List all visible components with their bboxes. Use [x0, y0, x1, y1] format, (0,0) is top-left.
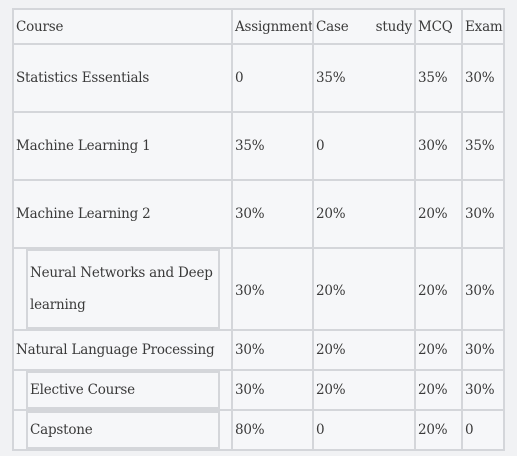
case-study-weight: 0	[312, 409, 416, 451]
header-exam: Exam	[461, 8, 505, 45]
course-name: Machine Learning 1	[12, 111, 233, 181]
assignment-weight: 30%	[231, 329, 314, 371]
header-course: Course	[12, 8, 233, 45]
assignment-weight: 30%	[231, 247, 314, 331]
table-row: Machine Learning 1 35% 0 30% 35%	[12, 111, 505, 181]
mcq-weight: 35%	[414, 43, 463, 113]
table-row: Capstone 80% 0 20% 0	[12, 409, 505, 451]
course-name: Capstone	[26, 412, 220, 448]
exam-weight: 0	[461, 409, 505, 451]
case-study-weight: 0	[312, 111, 416, 181]
course-cell-nested: Elective Course	[12, 369, 233, 411]
exam-weight: 30%	[461, 369, 505, 411]
course-cell-nested: Capstone	[12, 409, 233, 451]
table-row: Statistics Essentials 0 35% 35% 30%	[12, 43, 505, 113]
course-cell-nested: Neural Networks and Deep learning	[12, 247, 233, 331]
header-case-study: Case study	[312, 8, 416, 45]
exam-weight: 30%	[461, 247, 505, 331]
case-study-weight: 20%	[312, 329, 416, 371]
mcq-weight: 20%	[414, 247, 463, 331]
mcq-weight: 20%	[414, 329, 463, 371]
course-name: Statistics Essentials	[12, 43, 233, 113]
mcq-weight: 20%	[414, 179, 463, 249]
header-mcq: MCQ	[414, 8, 463, 45]
course-name: Natural Language Processing	[12, 329, 233, 371]
mcq-weight: 20%	[414, 369, 463, 411]
assignment-weight: 35%	[231, 111, 314, 181]
table-row: Neural Networks and Deep learning 30% 20…	[12, 247, 505, 331]
grade-weightage-table: Course Assignment Case study MCQ Exam St…	[12, 8, 505, 451]
case-study-weight: 35%	[312, 43, 416, 113]
mcq-weight: 30%	[414, 111, 463, 181]
course-name: Neural Networks and Deep learning	[26, 250, 220, 328]
mcq-weight: 20%	[414, 409, 463, 451]
exam-weight: 35%	[461, 111, 505, 181]
case-study-weight: 20%	[312, 179, 416, 249]
assignment-weight: 80%	[231, 409, 314, 451]
case-study-weight: 20%	[312, 369, 416, 411]
assignment-weight: 0	[231, 43, 314, 113]
exam-weight: 30%	[461, 179, 505, 249]
header-assignment: Assignment	[231, 8, 314, 45]
table-row: Natural Language Processing 30% 20% 20% …	[12, 329, 505, 371]
header-study-word: study	[375, 18, 413, 35]
exam-weight: 30%	[461, 43, 505, 113]
assignment-weight: 30%	[231, 369, 314, 411]
header-case-word: Case	[316, 18, 349, 35]
exam-weight: 30%	[461, 329, 505, 371]
course-name: Machine Learning 2	[12, 179, 233, 249]
assignment-weight: 30%	[231, 179, 314, 249]
table-row: Elective Course 30% 20% 20% 30%	[12, 369, 505, 411]
table-row: Machine Learning 2 30% 20% 20% 30%	[12, 179, 505, 249]
table-header-row: Course Assignment Case study MCQ Exam	[12, 8, 505, 45]
case-study-weight: 20%	[312, 247, 416, 331]
course-name: Elective Course	[26, 372, 220, 408]
